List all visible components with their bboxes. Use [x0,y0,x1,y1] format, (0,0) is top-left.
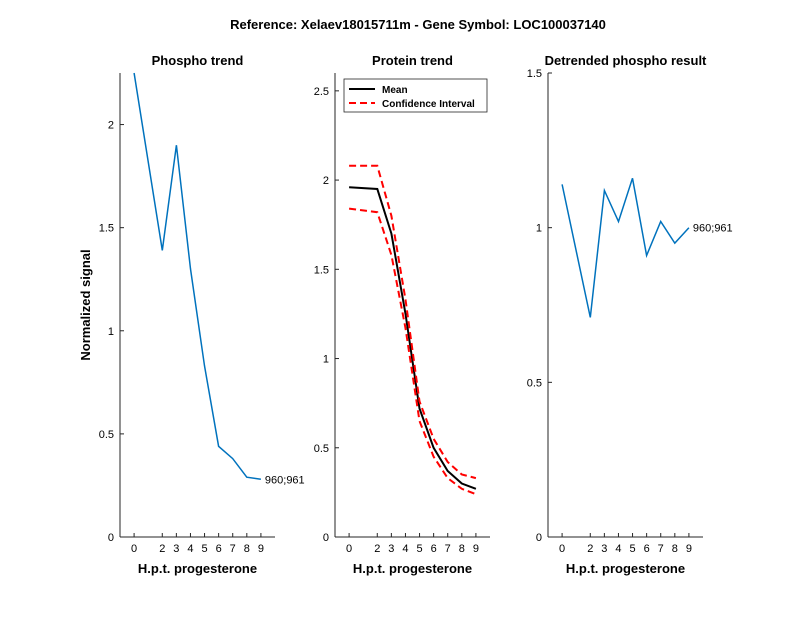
x-tick-label: 4 [187,543,193,555]
x-tick-label: 5 [629,543,635,555]
chart-3: Detrended phospho result H.p.t. progester… [527,53,733,576]
legend-label: Mean [382,85,408,96]
y-tick-label: 2 [108,120,114,132]
x-tick-label: 8 [672,543,678,555]
y-tick-label: 0 [536,532,542,544]
point-annotation: 960;961 [265,474,305,486]
x-tick-label: 4 [402,543,408,555]
y-tick-label: 0 [108,532,114,544]
series-line-1 [133,72,262,481]
series-line-confidence-interval [349,164,477,480]
x-axis-label: H.p.t. progesterone [353,561,472,576]
y-tick-label: 0 [323,532,329,544]
x-tick-label: 5 [416,543,422,555]
chart-title: Protein trend [372,53,453,68]
x-tick-label: 2 [374,543,380,555]
y-tick-label: 2.5 [314,86,329,98]
y-tick-label: 1 [536,223,542,235]
figure-suptitle: Reference: Xelaev18015711m - Gene Symbol… [230,17,606,32]
y-axis-label: Normalized signal [78,249,93,360]
x-tick-label: 8 [459,543,465,555]
x-tick-label: 6 [644,543,650,555]
y-tick-label: 1 [323,354,329,366]
x-tick-label: 7 [658,543,664,555]
y-tick-label: 1.5 [527,68,542,80]
x-tick-label: 3 [601,543,607,555]
x-tick-label: 2 [159,543,165,555]
y-tick-label: 0.5 [527,377,542,389]
x-tick-label: 9 [473,543,479,555]
chart-title: Phospho trend [152,53,244,68]
x-tick-label: 3 [173,543,179,555]
x-tick-label: 3 [388,543,394,555]
x-tick-label: 0 [559,543,565,555]
y-tick-label: 2 [323,175,329,187]
chart-title: Detrended phospho result [545,53,707,68]
x-tick-label: 6 [216,543,222,555]
x-tick-label: 0 [346,543,352,555]
x-tick-label: 9 [258,543,264,555]
plots: Phospho trend H.p.t. progesterone Normaliz… [78,53,733,576]
y-tick-label: 1 [108,326,114,338]
y-tick-label: 1.5 [314,264,329,276]
x-tick-label: 8 [244,543,250,555]
x-tick-label: 2 [587,543,593,555]
x-tick-label: 4 [615,543,621,555]
legend-box [343,78,488,113]
x-tick-label: 5 [201,543,207,555]
y-tick-label: 1.5 [99,223,114,235]
x-tick-label: 7 [230,543,236,555]
y-tick-label: 0.5 [314,443,329,455]
series-line-mean [349,186,477,490]
point-annotation: 960;961 [693,223,733,235]
series-line-1 [561,177,690,318]
x-tick-label: 0 [131,543,137,555]
x-tick-label: 9 [686,543,692,555]
legend-label: Confidence Interval [382,99,475,110]
chart-1: Phospho trend H.p.t. progesterone Normaliz… [78,53,305,576]
x-axis-label: H.p.t. progesterone [566,561,685,576]
x-axis-label: H.p.t. progesterone [138,561,257,576]
x-tick-label: 6 [431,543,437,555]
y-tick-label: 0.5 [99,429,114,441]
x-tick-label: 7 [445,543,451,555]
